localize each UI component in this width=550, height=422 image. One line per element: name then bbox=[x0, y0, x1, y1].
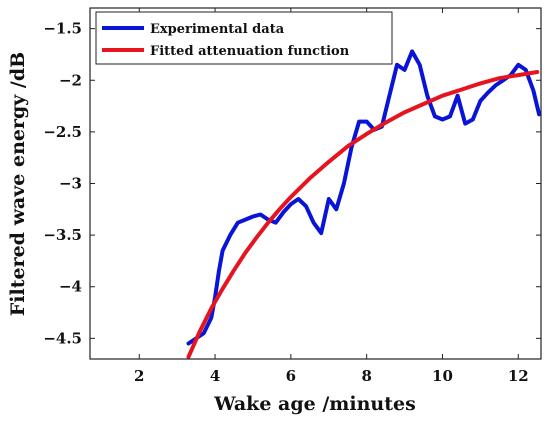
x-tick-label: 6 bbox=[286, 367, 296, 385]
series-line-fitted bbox=[186, 70, 540, 359]
y-tick-label: −4 bbox=[59, 278, 82, 296]
legend-label-fitted: Fitted attenuation function bbox=[150, 44, 350, 59]
y-tick-label: −2 bbox=[59, 71, 82, 89]
y-tick-label: −2.5 bbox=[43, 123, 82, 141]
legend-label-experimental: Experimental data bbox=[150, 22, 285, 37]
legend-box bbox=[95, 11, 393, 65]
x-tick-label: 4 bbox=[210, 367, 220, 385]
y-axis-label: Filtered wave energy /dB bbox=[7, 52, 29, 316]
legend: Experimental data Fitted attenuation fun… bbox=[95, 11, 393, 65]
plot-background bbox=[90, 8, 541, 359]
x-axis-label: Wake age /minutes bbox=[213, 393, 416, 415]
y-tick-label: −1.5 bbox=[43, 20, 82, 38]
x-tick-label: 12 bbox=[508, 367, 529, 385]
y-tick-label: −3 bbox=[59, 175, 82, 193]
series-line-experimental bbox=[186, 49, 542, 346]
y-tick-label: −4.5 bbox=[43, 329, 82, 347]
y-tick-label: −3.5 bbox=[43, 226, 82, 244]
series-layer bbox=[186, 49, 542, 359]
x-tick-label: 8 bbox=[361, 367, 371, 385]
x-tick-label: 2 bbox=[134, 367, 144, 385]
x-tick-label: 10 bbox=[432, 367, 453, 385]
tick-layer: 2 4 6 8 10 12 −4.5 −4 −3.5 −3 −2.5 −2 −1.5 bbox=[43, 8, 541, 385]
